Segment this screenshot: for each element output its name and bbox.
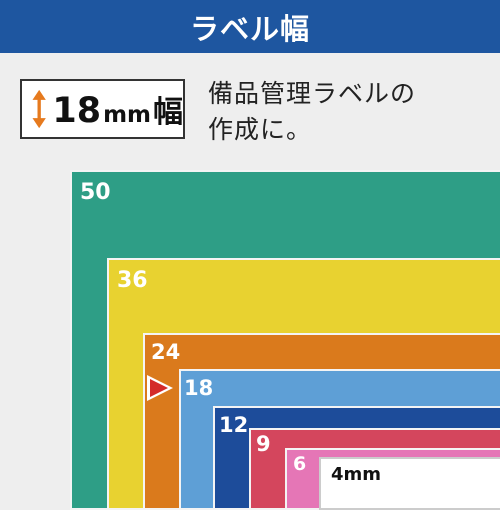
caption-line-1: 備品管理ラベルの [208,79,417,108]
tape-50mm-label: 50 [80,180,111,205]
page-title: ラベル幅 [189,11,310,46]
badge-suffix: 幅 [153,95,183,130]
up-down-arrow-icon [32,89,46,129]
tape-18mm-label: 18 [184,376,214,400]
tape-4mm-label: 4mm [331,464,382,485]
caption: 備品管理ラベルの 作成に。 [208,76,493,148]
tape-4mm: 4mm [319,457,500,510]
red-pointer-triangle-icon [147,375,173,401]
tape-9mm-label: 9 [256,432,271,456]
badge-number: 18 [52,91,102,131]
tape-6mm-label: 6 [293,453,307,475]
badge-unit: mm [103,102,151,128]
tape-12mm-label: 12 [219,413,249,437]
header-bar: ラベル幅 [0,0,500,53]
tape-24mm-label: 24 [151,340,181,364]
tape-36mm-label: 36 [117,268,148,293]
width-badge: 18 mm 幅 [20,79,185,139]
badge-label: 18 mm 幅 [52,87,183,131]
caption-line-2: 作成に。 [208,115,313,144]
